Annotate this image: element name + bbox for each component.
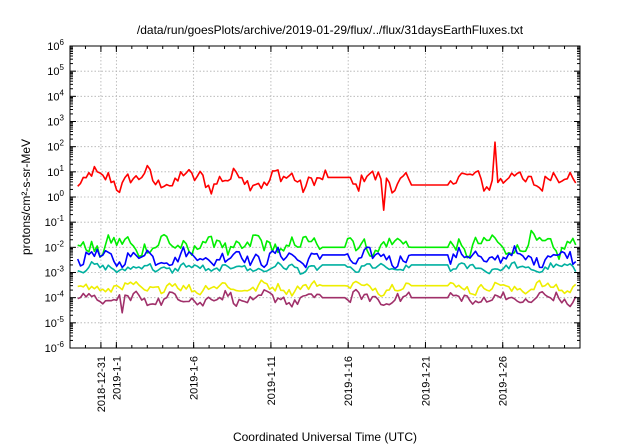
series-line-3 bbox=[76, 245, 577, 270]
x-tick-label: 2019-1-6 bbox=[189, 356, 201, 400]
x-tick-label: 2019-1-11 bbox=[266, 356, 278, 405]
y-tick-label: 102 bbox=[47, 139, 64, 154]
series-line-6 bbox=[77, 288, 577, 314]
series-line-5 bbox=[77, 279, 577, 298]
x-tick-label: 2019-1-16 bbox=[343, 356, 355, 406]
y-axis-label: protons/cm²-s-sr-MeV bbox=[19, 139, 33, 255]
series-line-4 bbox=[77, 260, 577, 275]
y-tick-label: 104 bbox=[47, 88, 64, 103]
y-tick-label: 10-5 bbox=[45, 315, 65, 330]
y-tick-label: 103 bbox=[47, 114, 64, 129]
chart-title: /data/run/goesPlots/archive/2019-01-29/f… bbox=[137, 23, 524, 37]
series-line-2 bbox=[77, 229, 577, 261]
x-tick-label: 2019-1-1 bbox=[111, 356, 123, 400]
x-tick-label: 2019-1-26 bbox=[498, 356, 510, 406]
y-tick-label: 10-2 bbox=[45, 239, 65, 254]
y-axis: 10-6 10-5 10-4 10-3 10-2 10-1 100 101 102 103 104 1… bbox=[45, 38, 580, 355]
y-tick-label: 10-3 bbox=[45, 265, 65, 280]
x-axis-label: Coordinated Universal Time (UTC) bbox=[233, 430, 417, 444]
series-group bbox=[76, 141, 577, 314]
x-tick-label: 2019-1-21 bbox=[420, 356, 432, 406]
y-tick-label: 10-4 bbox=[45, 290, 65, 305]
y-tick-label: 100 bbox=[47, 189, 64, 204]
y-tick-label: 106 bbox=[47, 38, 64, 53]
x-tick-label: 2018-12-31 bbox=[96, 356, 108, 412]
y-tick-label: 10-6 bbox=[45, 340, 65, 355]
y-tick-label: 10-1 bbox=[45, 214, 65, 229]
series-line-1 bbox=[77, 141, 577, 211]
y-tick-label: 105 bbox=[47, 63, 64, 78]
x-axis: 2018-12-31 2019-1-1 2019-1-6 2019-1-11 2019-… bbox=[69, 46, 581, 412]
y-tick-label: 101 bbox=[47, 164, 64, 179]
